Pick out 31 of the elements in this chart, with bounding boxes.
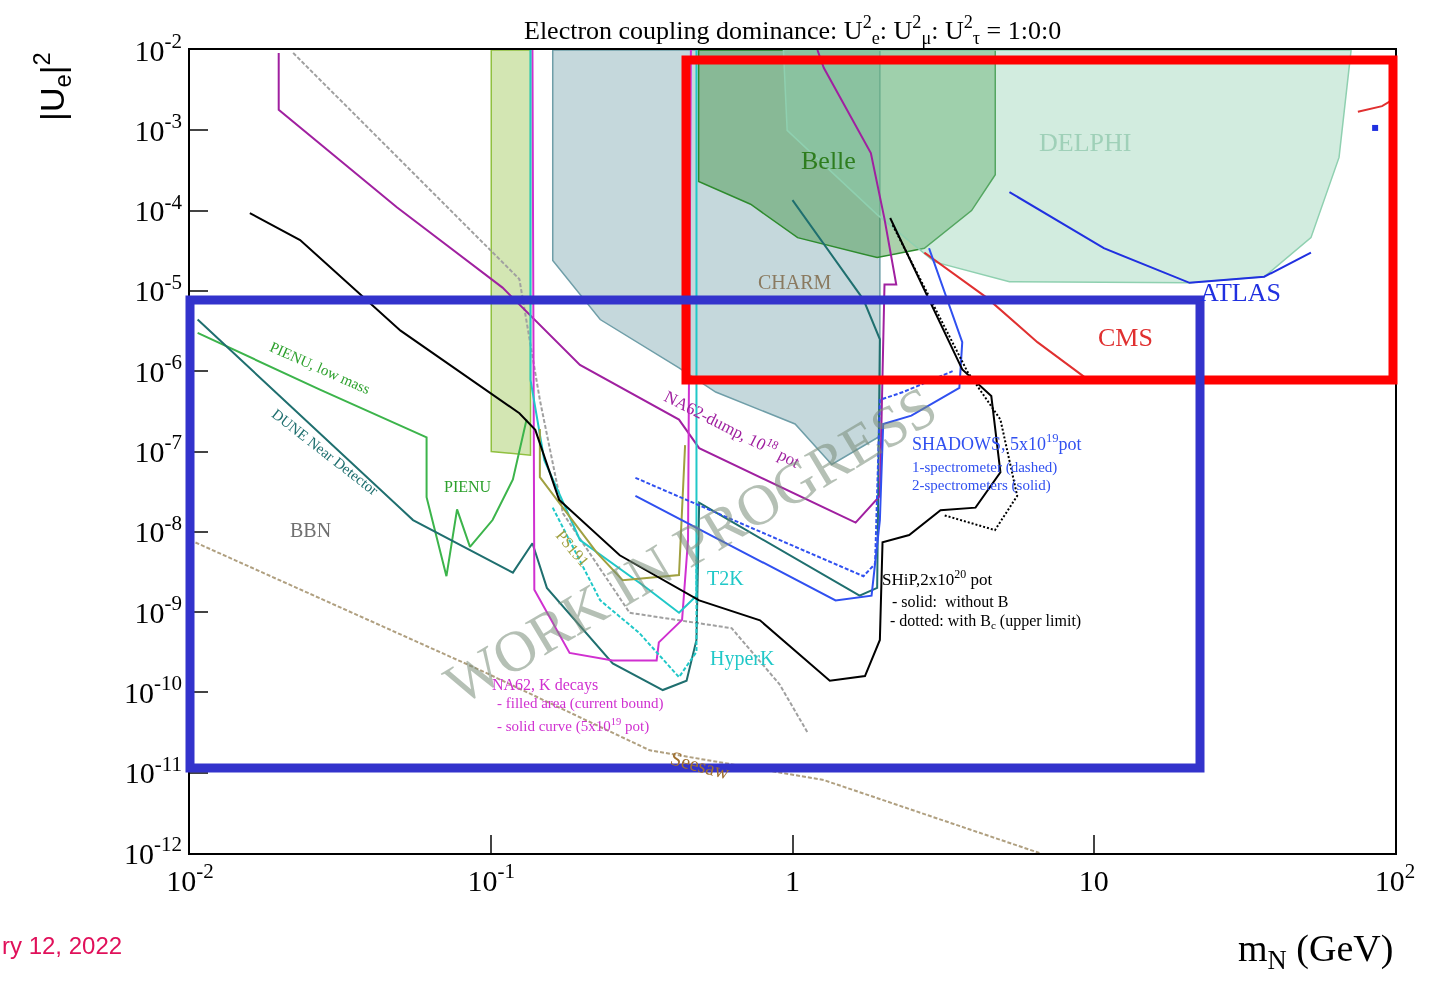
y-tick-label: 10$^{-2}$ (134, 28, 182, 67)
y-tick-label: 10$^{-8}$ (134, 510, 182, 549)
annotation: CHARM (758, 271, 832, 293)
annotation: - solid curve (5x10$^{19}$ pot) (497, 716, 650, 736)
annotation: ATLAS (1200, 278, 1281, 307)
annotation: Belle (801, 146, 856, 175)
x-tick-label: 10$^{2}$ (1374, 859, 1416, 897)
annotation: SHiP,2x10$^{20}$ pot (882, 567, 993, 590)
y-tick-label: 10$^{-4}$ (134, 189, 183, 228)
y-tick-label: 10$^{-3}$ (134, 109, 182, 147)
y-tick-label: 10$^{-11}$ (124, 751, 182, 790)
y-tick-label: 10$^{-7}$ (134, 430, 182, 468)
annotation: - dotted: with B$_{c}$ (upper limit) (890, 612, 1082, 632)
x-tick-label: 1 (785, 864, 800, 897)
y-tick-label: 10$^{-9}$ (134, 591, 182, 629)
annotation: T2K (707, 567, 745, 589)
annotation: - filled area (current bound) (497, 695, 664, 712)
annotation: BBN (290, 519, 332, 541)
x-tick-label: 10$^{-1}$ (467, 859, 515, 897)
y-tick-label: 10$^{-5}$ (134, 269, 182, 308)
annotation: CMS (1098, 323, 1153, 352)
chart-title: Electron coupling dominance: U$^{2}$$_{e}$: U$^{2}$$_{μ}$: U$^{2}$$_{τ}$ = 1:0:0 (524, 12, 1062, 49)
annotation: PIENU (444, 478, 492, 495)
text: ry 12, 2022 (2, 932, 123, 959)
x-tick-label: 10 (1078, 864, 1109, 897)
y-tick-label: 10$^{-6}$ (134, 350, 182, 388)
annotation: HyperK (710, 647, 775, 670)
annotation: Seesaw (668, 746, 733, 784)
annotation: - solid: without B (892, 593, 1009, 610)
x-axis-title: m$_{N}$ (GeV) (1238, 927, 1394, 975)
y-tick-label: 10$^{-10}$ (124, 671, 182, 709)
